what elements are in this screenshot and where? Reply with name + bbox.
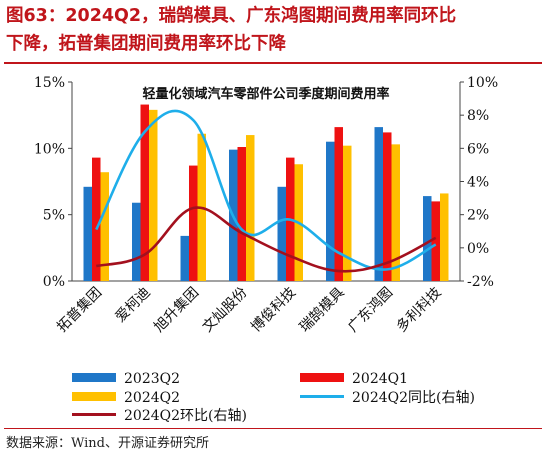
- x-tick-label: 博俊科技: [247, 284, 299, 336]
- legend-swatch: [300, 373, 344, 382]
- left-tick-label: 5%: [43, 208, 65, 224]
- right-tick-label: 0%: [467, 241, 489, 257]
- legend-label: 2023Q2: [124, 371, 180, 387]
- legend-label: 2024Q2: [124, 390, 180, 406]
- bar-2023Q2: [180, 235, 189, 281]
- bar-2024Q2: [246, 135, 255, 281]
- figure-title-line1: 图63：2024Q2，瑞鹄模具、广东鸿图期间费用率同环比: [6, 6, 457, 26]
- right-tick-label: 2%: [467, 208, 489, 224]
- x-tick-label: 旭升集团: [150, 284, 202, 336]
- bar-2023Q2: [277, 186, 286, 281]
- right-tick-label: 6%: [467, 141, 489, 157]
- bar-2024Q2: [343, 145, 352, 281]
- bar-2023Q2: [83, 186, 92, 281]
- bar-2024Q2: [440, 193, 449, 281]
- bar-2024Q1: [189, 165, 198, 281]
- bar-2024Q1: [140, 104, 149, 281]
- x-tick-label: 瑞鹄模具: [296, 284, 348, 336]
- legend-swatch: [72, 392, 116, 401]
- figure-title-line2: 下降，拓普集团期间费用率环比下降: [6, 34, 286, 54]
- chart-title: 轻量化领域汽车零部件公司季度期间费用率: [142, 86, 389, 102]
- x-tick-label: 多利科技: [393, 284, 445, 336]
- bar-2024Q1: [237, 147, 246, 281]
- bar-2024Q1: [92, 157, 101, 281]
- line-2024Q2环比(右轴): [95, 206, 437, 273]
- bar-2024Q1: [431, 201, 440, 281]
- bar-2024Q2: [391, 144, 400, 281]
- bar-2023Q2: [132, 202, 141, 281]
- right-tick-label: 8%: [467, 108, 489, 124]
- title-divider: [4, 62, 542, 64]
- bar-2023Q2: [326, 141, 335, 281]
- left-tick-label: 15%: [34, 75, 65, 91]
- source-note: 数据来源：Wind、开源证券研究所: [6, 436, 209, 451]
- bar-2024Q1: [383, 132, 392, 281]
- x-tick-label: 拓普集团: [53, 284, 105, 336]
- x-tick-label: 广东鸿图: [344, 284, 396, 336]
- footer-divider: [4, 428, 542, 429]
- bar-2024Q2: [149, 109, 158, 281]
- left-tick-label: 0%: [43, 274, 65, 290]
- bar-2024Q1: [334, 127, 343, 282]
- right-tick-label: -2%: [467, 274, 494, 290]
- line-2024Q2同比(右轴): [95, 109, 437, 271]
- legend-swatch: [72, 373, 116, 382]
- figure-title: 图63：2024Q2，瑞鹄模具、广东鸿图期间费用率同环比 下降，拓普集团期间费用…: [6, 2, 542, 58]
- right-tick-label: 4%: [467, 175, 489, 191]
- x-tick-label: 爱柯迪: [113, 285, 154, 326]
- x-tick-label: 文灿股份: [200, 285, 251, 336]
- legend-label: 2024Q2同比(右轴): [352, 390, 475, 406]
- bar-2024Q2: [100, 172, 109, 281]
- bar-2023Q2: [374, 127, 383, 282]
- left-tick-label: 10%: [34, 141, 65, 157]
- legend-label: 2024Q1: [352, 371, 408, 387]
- legend-label: 2024Q2环比(右轴): [124, 408, 247, 424]
- bar-2023Q2: [423, 196, 432, 281]
- right-tick-label: 10%: [467, 75, 498, 91]
